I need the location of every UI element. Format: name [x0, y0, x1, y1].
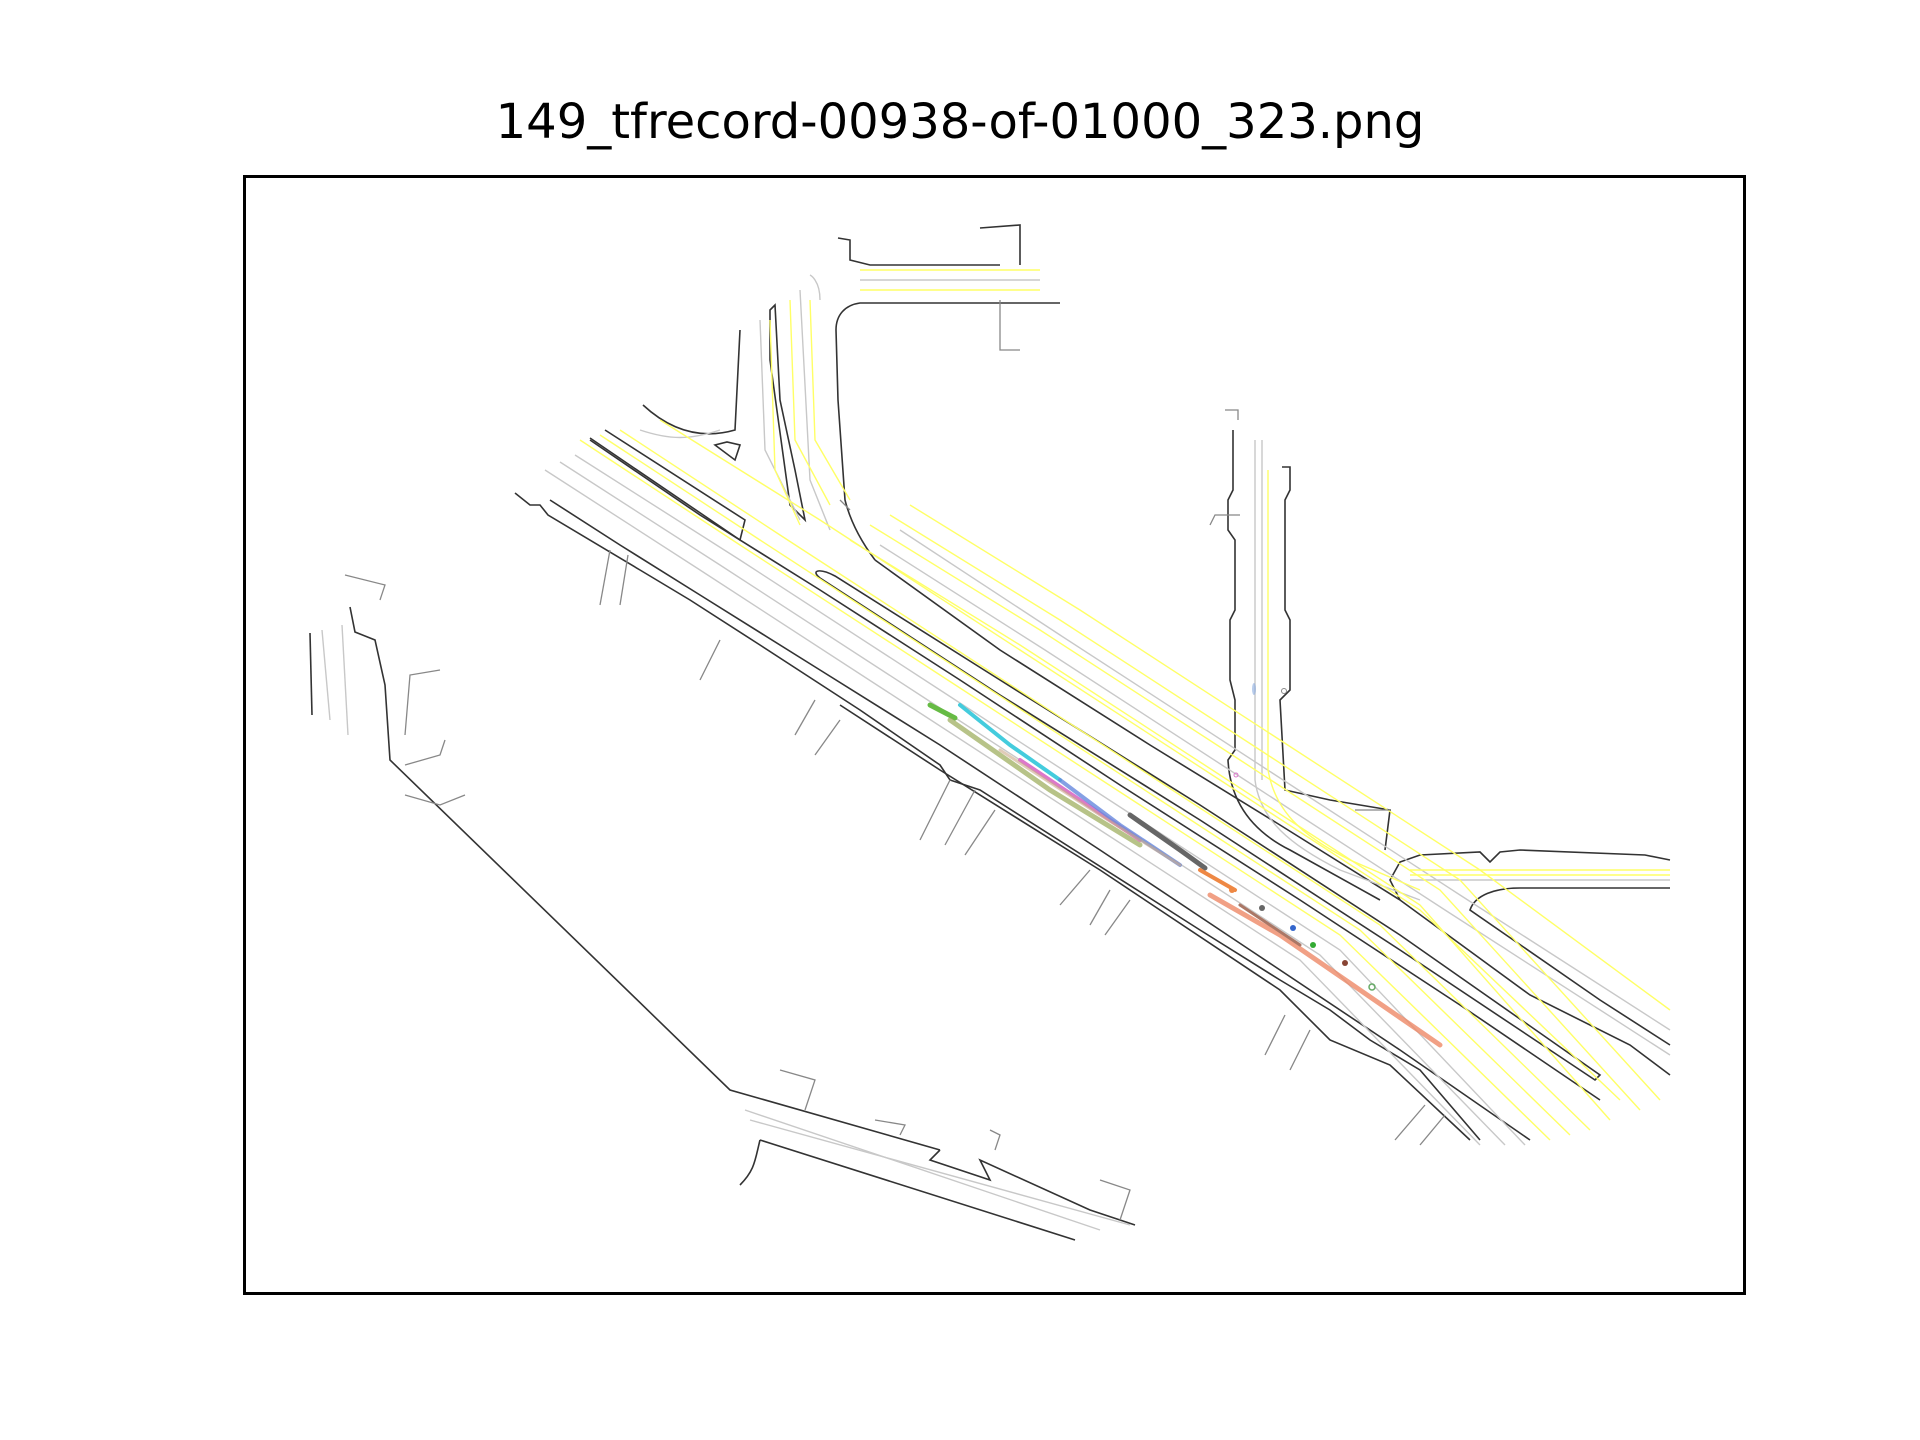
- lane-centers: [579, 269, 1671, 1141]
- lane-line: [744, 1109, 1101, 1231]
- lane-center: [909, 504, 1671, 1011]
- agent-trajectories: [927, 702, 1443, 1048]
- road-edge: [1389, 849, 1671, 901]
- agent-marker: [1233, 772, 1239, 778]
- road-edge: [928, 1149, 1136, 1226]
- lane-line: [879, 544, 1671, 1056]
- agent-marker: [1259, 905, 1265, 911]
- agent-marker: [1290, 925, 1296, 931]
- road-edge: [739, 1139, 761, 1186]
- lane-center: [789, 299, 831, 506]
- agent-markers: [1229, 683, 1376, 991]
- lane-line: [899, 529, 1671, 1031]
- lane-line: [799, 289, 831, 531]
- lane-line: [559, 461, 1506, 1146]
- agent-marker: [1252, 683, 1256, 695]
- lane-center: [809, 299, 851, 501]
- road-edge: [589, 439, 1601, 1101]
- road-edge: [839, 704, 1471, 1141]
- lane-center: [579, 439, 1551, 1141]
- lane-line: [809, 274, 821, 301]
- road-edge: [589, 429, 746, 542]
- trajectory-green: [927, 702, 958, 721]
- trajectory-cyan: [958, 703, 1062, 782]
- trajectory-salmon: [1207, 892, 1443, 1048]
- trajectory-grey: [1127, 812, 1208, 871]
- road-edge: [837, 237, 1000, 266]
- road-edge: [769, 303, 807, 523]
- lane-center: [769, 319, 801, 526]
- figure-title: 149_tfrecord-00938-of-01000_323.png: [495, 94, 1425, 150]
- road-edge: [759, 1139, 1076, 1241]
- trajectory-olive: [947, 717, 1143, 848]
- trajectory-tan: [998, 748, 1182, 867]
- lane-center: [849, 539, 1611, 1121]
- lane-center: [1267, 470, 1421, 891]
- road-edge: [713, 441, 742, 462]
- lane-center: [889, 514, 1661, 1101]
- road-edge: [1227, 430, 1381, 901]
- road-edge: [349, 606, 941, 1151]
- lane-center: [869, 524, 1641, 1111]
- agent-marker: [1281, 688, 1287, 694]
- lane-center: [619, 429, 1591, 1131]
- lane-line: [574, 454, 1526, 1146]
- trajectory-brown: [1238, 903, 1302, 947]
- lane-line: [639, 429, 721, 439]
- road-edge: [979, 224, 1021, 265]
- road-edge: [549, 499, 1531, 1141]
- lane-line: [1254, 440, 1421, 901]
- road-edge: [309, 632, 313, 716]
- road-edge: [1279, 466, 1391, 851]
- road-edge: [1469, 887, 1671, 1046]
- agent-marker: [1229, 887, 1235, 893]
- lane-line: [544, 469, 1481, 1146]
- road-edges: [309, 224, 1671, 1241]
- agent-marker: [1342, 960, 1348, 966]
- median-island: [815, 570, 1602, 1082]
- road-edge: [835, 302, 1060, 561]
- crosswalks: [344, 300, 1446, 1221]
- lane-center: [659, 419, 1621, 1101]
- lane-center: [599, 434, 1571, 1136]
- road-edge: [514, 492, 1481, 1141]
- road-edge: [642, 329, 741, 435]
- trajectory-orange: [1198, 868, 1237, 892]
- lane-line: [341, 624, 349, 736]
- lane-line: [749, 1119, 1131, 1226]
- road-edge: [874, 559, 1671, 1076]
- lane-line: [759, 319, 801, 521]
- agent-marker: [1368, 983, 1376, 991]
- lane-line: [321, 629, 331, 721]
- agent-marker: [1310, 942, 1316, 948]
